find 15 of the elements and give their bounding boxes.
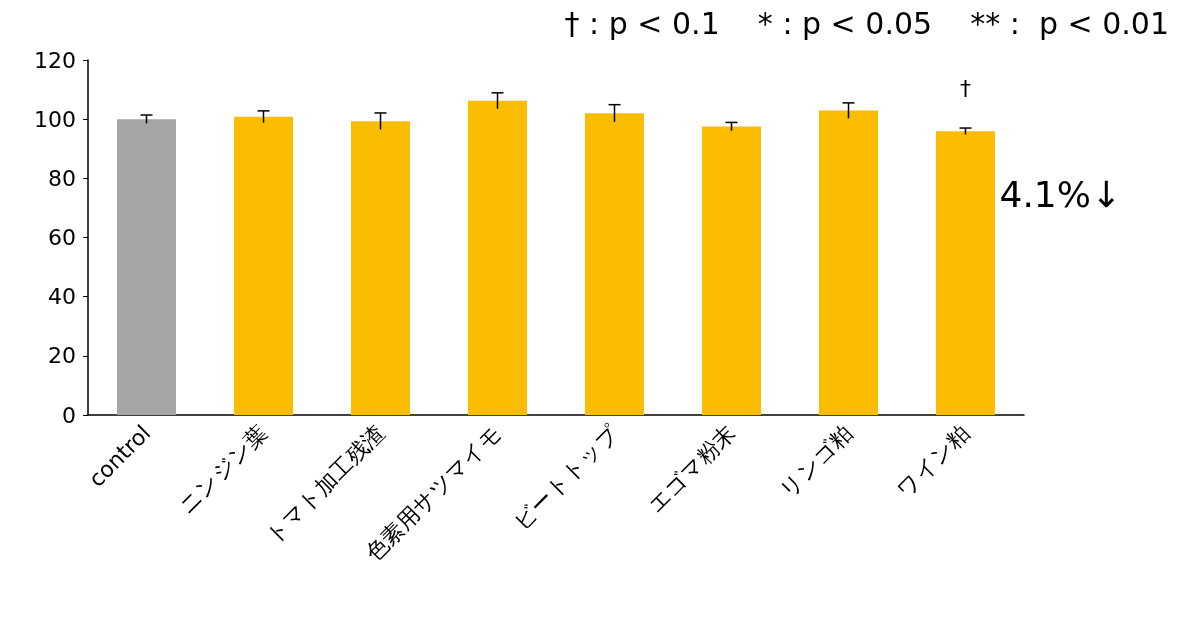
x-tick-label: ニンジン葉 (174, 420, 273, 519)
annotation: † (960, 75, 971, 101)
y-tick-label: 80 (48, 165, 76, 191)
y-tick-label: 40 (48, 284, 76, 310)
annotation: 4.1%↓ (999, 174, 1122, 216)
y-tick-label: 20 (48, 343, 76, 369)
y-tick-label: 100 (34, 106, 76, 132)
y-tick-label: 120 (34, 47, 76, 73)
x-tick-label: リンゴ粕 (775, 420, 858, 503)
y-tick-label: 60 (48, 225, 76, 250)
x-tick-label: エゴマ粉末 (642, 420, 741, 518)
y-tick-label: 0 (62, 402, 76, 428)
x-tick-label: ワイン粕 (892, 420, 975, 503)
text: † : p < 0.1 * : p < 0.05 ** : p < 0.01 (564, 5, 1170, 41)
x-tick-label: ビートトップ (508, 420, 624, 535)
